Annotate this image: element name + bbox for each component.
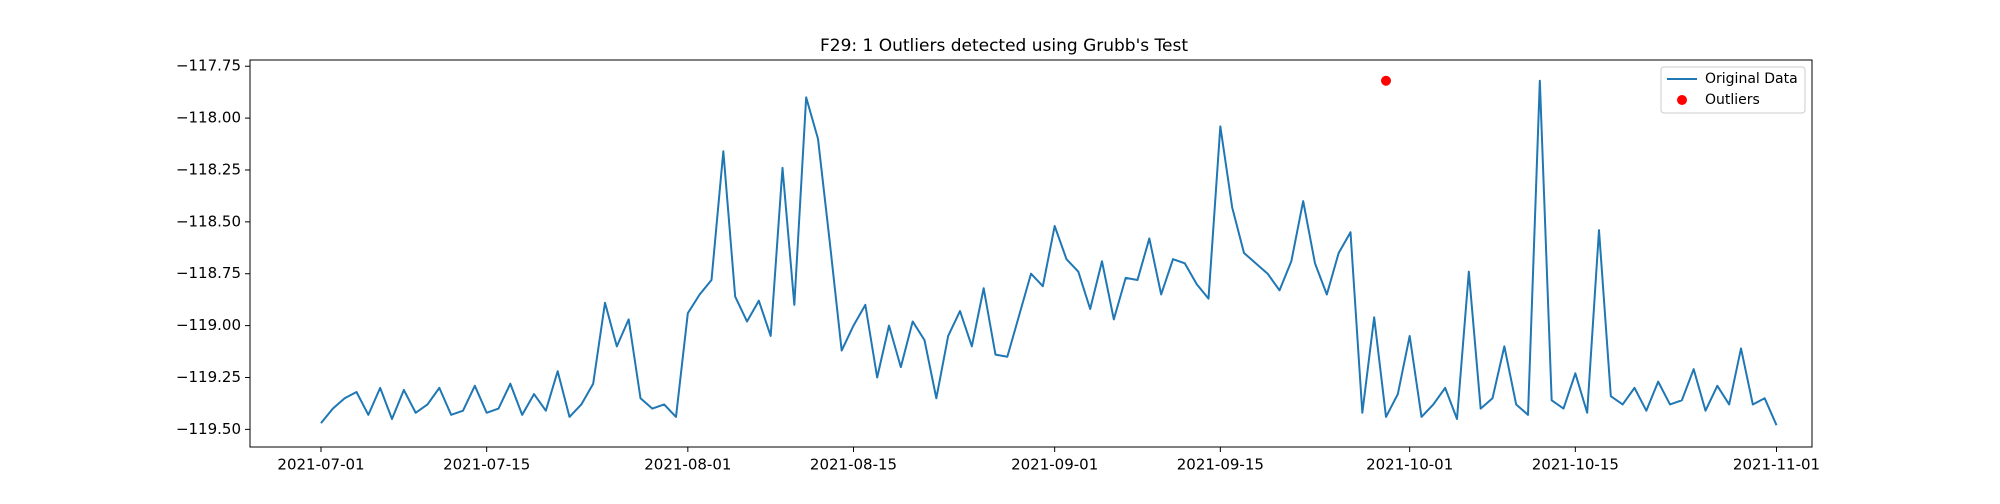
y-tick-label: −119.00 [176, 316, 241, 334]
legend-label-outliers: Outliers [1705, 92, 1760, 108]
y-tick-label: −118.75 [176, 264, 241, 282]
x-tick-label: 2021-08-01 [644, 456, 731, 474]
y-tick-label: −119.50 [176, 420, 241, 438]
x-tick-label: 2021-10-01 [1366, 456, 1453, 474]
x-tick-label: 2021-11-01 [1733, 456, 1820, 474]
y-tick-label: −117.75 [176, 57, 241, 75]
x-tick-label: 2021-07-15 [443, 456, 530, 474]
x-tick-label: 2021-09-15 [1177, 456, 1264, 474]
series-line-original-data [320, 79, 1778, 426]
y-axis: −117.75 −118.00 −118.25 −118.50 −118.75 −119.… [176, 57, 250, 438]
legend: Original Data Outliers [1660, 66, 1806, 114]
legend-marker-outliers [1677, 95, 1687, 105]
y-tick-label: −118.00 [176, 109, 241, 127]
y-tick-label: −119.25 [176, 368, 241, 386]
y-tick-label: −118.25 [176, 160, 241, 178]
chart-title: F29: 1 Outliers detected using Grubb's T… [820, 36, 1188, 56]
x-tick-label: 2021-09-01 [1011, 456, 1098, 474]
series-layer [320, 75, 1778, 426]
legend-label-original-data: Original Data [1705, 71, 1798, 87]
x-tick-label: 2021-07-01 [277, 456, 364, 474]
x-axis: 2021-07-01 2021-07-15 2021-08-01 2021-08-15… [277, 447, 1820, 474]
y-tick-label: −118.50 [176, 212, 241, 230]
plot-area [250, 60, 1812, 447]
x-tick-label: 2021-08-15 [810, 456, 897, 474]
x-tick-label: 2021-10-15 [1532, 456, 1619, 474]
axes-frame [249, 59, 1813, 448]
outlier-point [1381, 75, 1391, 86]
